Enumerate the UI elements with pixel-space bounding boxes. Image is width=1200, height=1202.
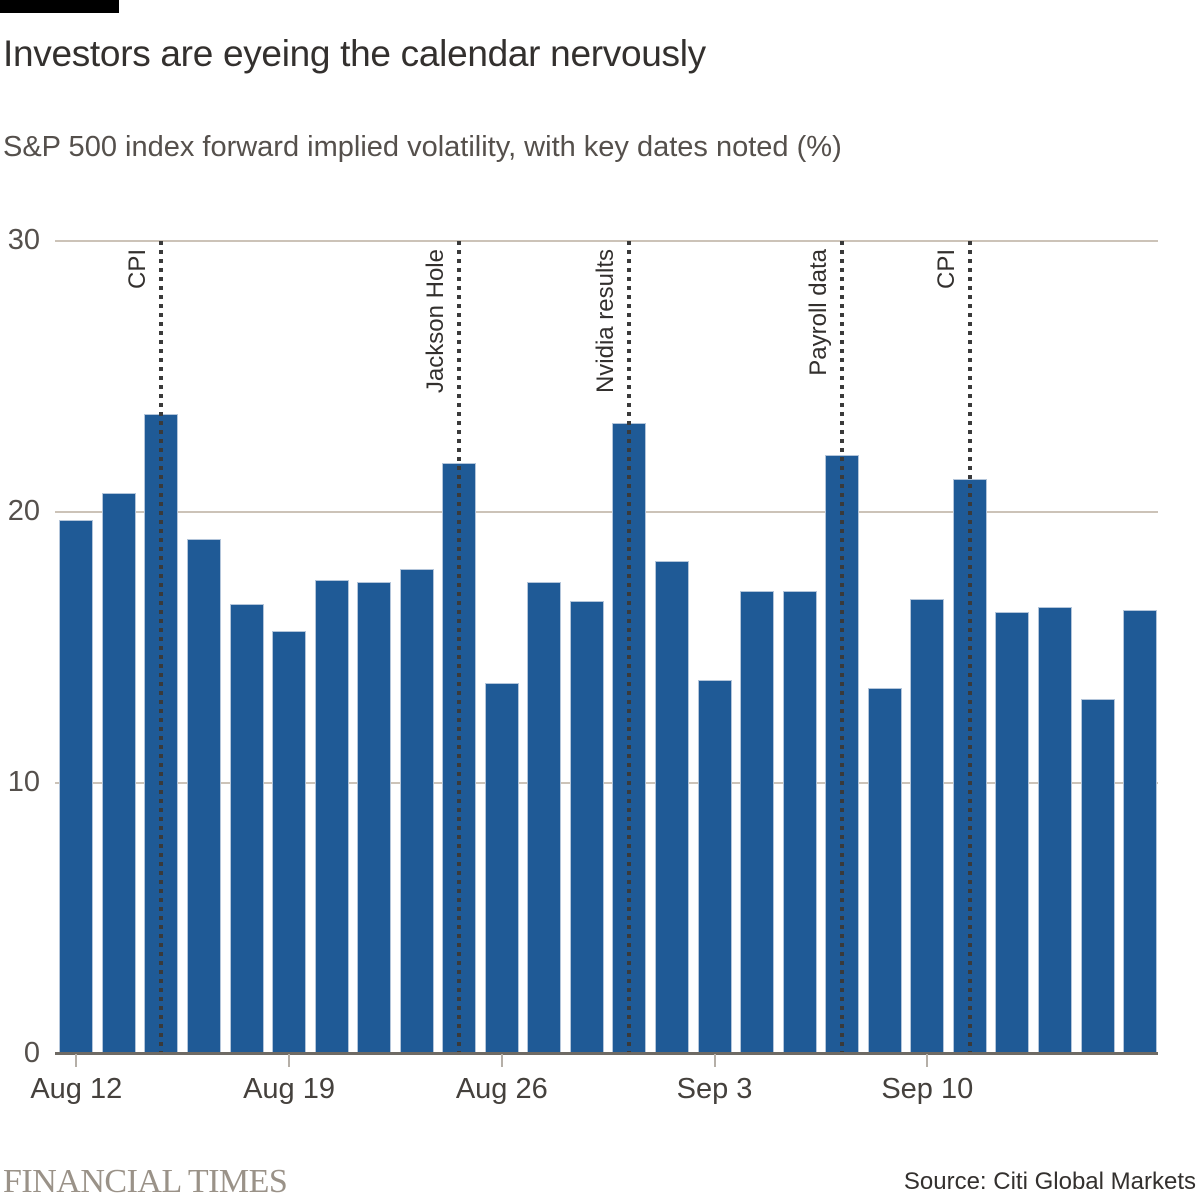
event-label: Nvidia results (592, 249, 620, 394)
y-axis-tick-label: 10 (7, 766, 40, 798)
event-label: Jackson Hole (422, 249, 450, 394)
bar (740, 590, 775, 1054)
chart-plot-area: CPI Jackson Hole Nvidia results Payroll dat… (30, 240, 1158, 1105)
bar (1123, 609, 1158, 1054)
x-axis-line (55, 1052, 1158, 1055)
x-axis-tick-label: Sep 3 (676, 1073, 753, 1105)
bar (697, 680, 732, 1054)
event-label: Payroll data (805, 249, 833, 376)
chart-subtitle: S&P 500 index forward implied volatility… (3, 131, 842, 163)
bar (484, 682, 519, 1054)
event-label: CPI (932, 249, 960, 290)
bar (357, 582, 392, 1054)
bar (910, 598, 945, 1054)
x-axis-tick (713, 1054, 716, 1067)
ft-logo: FINANCIAL TIMES (3, 1163, 288, 1200)
event-line (159, 241, 164, 1054)
bar (867, 688, 902, 1054)
top-accent-bar (0, 0, 119, 13)
event-line (840, 241, 845, 1054)
gridline (55, 782, 1158, 784)
bar (782, 590, 817, 1054)
bar (527, 582, 562, 1054)
bar (995, 612, 1030, 1054)
bar (1080, 699, 1115, 1054)
bar (186, 539, 221, 1054)
bar (569, 601, 604, 1054)
y-axis-tick-label: 0 (23, 1037, 40, 1069)
bar (101, 493, 136, 1054)
bar (59, 520, 94, 1054)
gridline (55, 511, 1158, 513)
event-line (457, 241, 462, 1054)
x-axis-tick-label: Aug 19 (243, 1073, 335, 1105)
bar (399, 568, 434, 1054)
y-axis-tick-label: 30 (7, 224, 40, 256)
source-note: Source: Citi Global Markets (903, 1168, 1196, 1195)
x-axis-tick (75, 1054, 78, 1067)
x-axis-tick-label: Sep 10 (881, 1073, 974, 1105)
x-axis-tick (926, 1054, 929, 1067)
x-axis-tick-label: Aug 12 (30, 1073, 123, 1105)
bar (272, 631, 307, 1054)
event-line (627, 241, 632, 1054)
bar (229, 604, 264, 1054)
y-axis-tick-label: 20 (7, 495, 40, 527)
x-axis-tick-label: Aug 26 (455, 1073, 548, 1105)
bar (314, 579, 349, 1054)
chart-title: Investors are eyeing the calendar nervou… (3, 33, 706, 74)
event-label: CPI (124, 249, 152, 290)
x-axis-tick (288, 1054, 291, 1067)
event-line (967, 241, 972, 1054)
x-axis-tick (500, 1054, 503, 1067)
bar (655, 560, 689, 1054)
gridline (55, 240, 1158, 242)
bar (1037, 606, 1072, 1054)
